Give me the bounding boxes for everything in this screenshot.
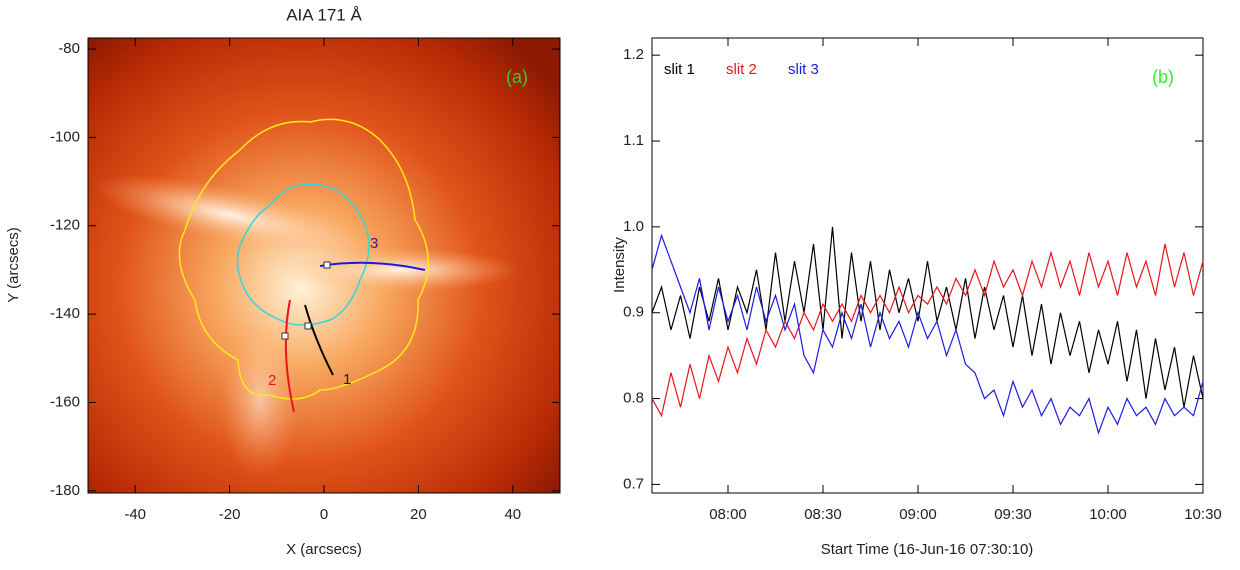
marker (323, 261, 331, 269)
legend-entry: slit 2 (726, 61, 757, 78)
series-line (651, 226, 1204, 408)
y-tick-label: -80 (58, 40, 80, 57)
y-tick-label: 1.0 (623, 218, 644, 235)
y-tick-label: 1.2 (623, 46, 644, 63)
x-axis-label: Start Time (16-Jun-16 07:30:10) (821, 541, 1034, 558)
contour (178, 118, 429, 400)
slit (284, 299, 295, 413)
annotation: 3 (370, 235, 378, 252)
marker (281, 332, 289, 340)
bright-loop (220, 320, 300, 480)
x-tick-label: -40 (124, 506, 146, 523)
x-tick-label: 10:30 (1184, 506, 1222, 523)
slit (319, 261, 426, 271)
x-tick-label: 10:00 (1089, 506, 1127, 523)
plot-frame (651, 37, 1204, 494)
y-tick-label: -160 (50, 393, 80, 410)
y-tick-label: -100 (50, 128, 80, 145)
bright-loop (280, 248, 520, 292)
y-axis-label: Y (arcsecs) (5, 227, 22, 303)
x-tick-label: 09:30 (994, 506, 1032, 523)
panel-label: (a) (506, 67, 528, 87)
x-tick-label: -20 (219, 506, 241, 523)
x-tick-label: 0 (320, 506, 328, 523)
y-tick-label: 0.7 (623, 475, 644, 492)
x-axis-label: X (arcsecs) (286, 541, 362, 558)
x-tick-label: 08:00 (709, 506, 747, 523)
y-tick-label: 0.8 (623, 390, 644, 407)
y-tick-label: -120 (50, 217, 80, 234)
y-tick-label: 0.9 (623, 304, 644, 321)
legend-entry: slit 1 (664, 61, 695, 78)
marker (304, 322, 312, 330)
annotation: 1 (343, 371, 351, 388)
annotation: 2 (268, 372, 276, 389)
series-line (651, 243, 1204, 418)
panel-label: (b) (1152, 67, 1174, 87)
legend-entry: slit 3 (788, 61, 819, 78)
x-tick-label: 40 (504, 506, 521, 523)
bright-loop (92, 175, 368, 255)
x-tick-label: 08:30 (804, 506, 842, 523)
x-tick-label: 20 (410, 506, 427, 523)
y-tick-label: -180 (50, 482, 80, 499)
slit (304, 304, 334, 376)
y-axis-label: Intensity (611, 237, 628, 293)
chart-title: AIA 171 Å (286, 5, 362, 24)
series-line (651, 233, 1204, 435)
y-tick-label: -140 (50, 305, 80, 322)
x-tick-label: 09:00 (899, 506, 937, 523)
contour (236, 183, 370, 326)
y-tick-label: 1.1 (623, 132, 644, 149)
